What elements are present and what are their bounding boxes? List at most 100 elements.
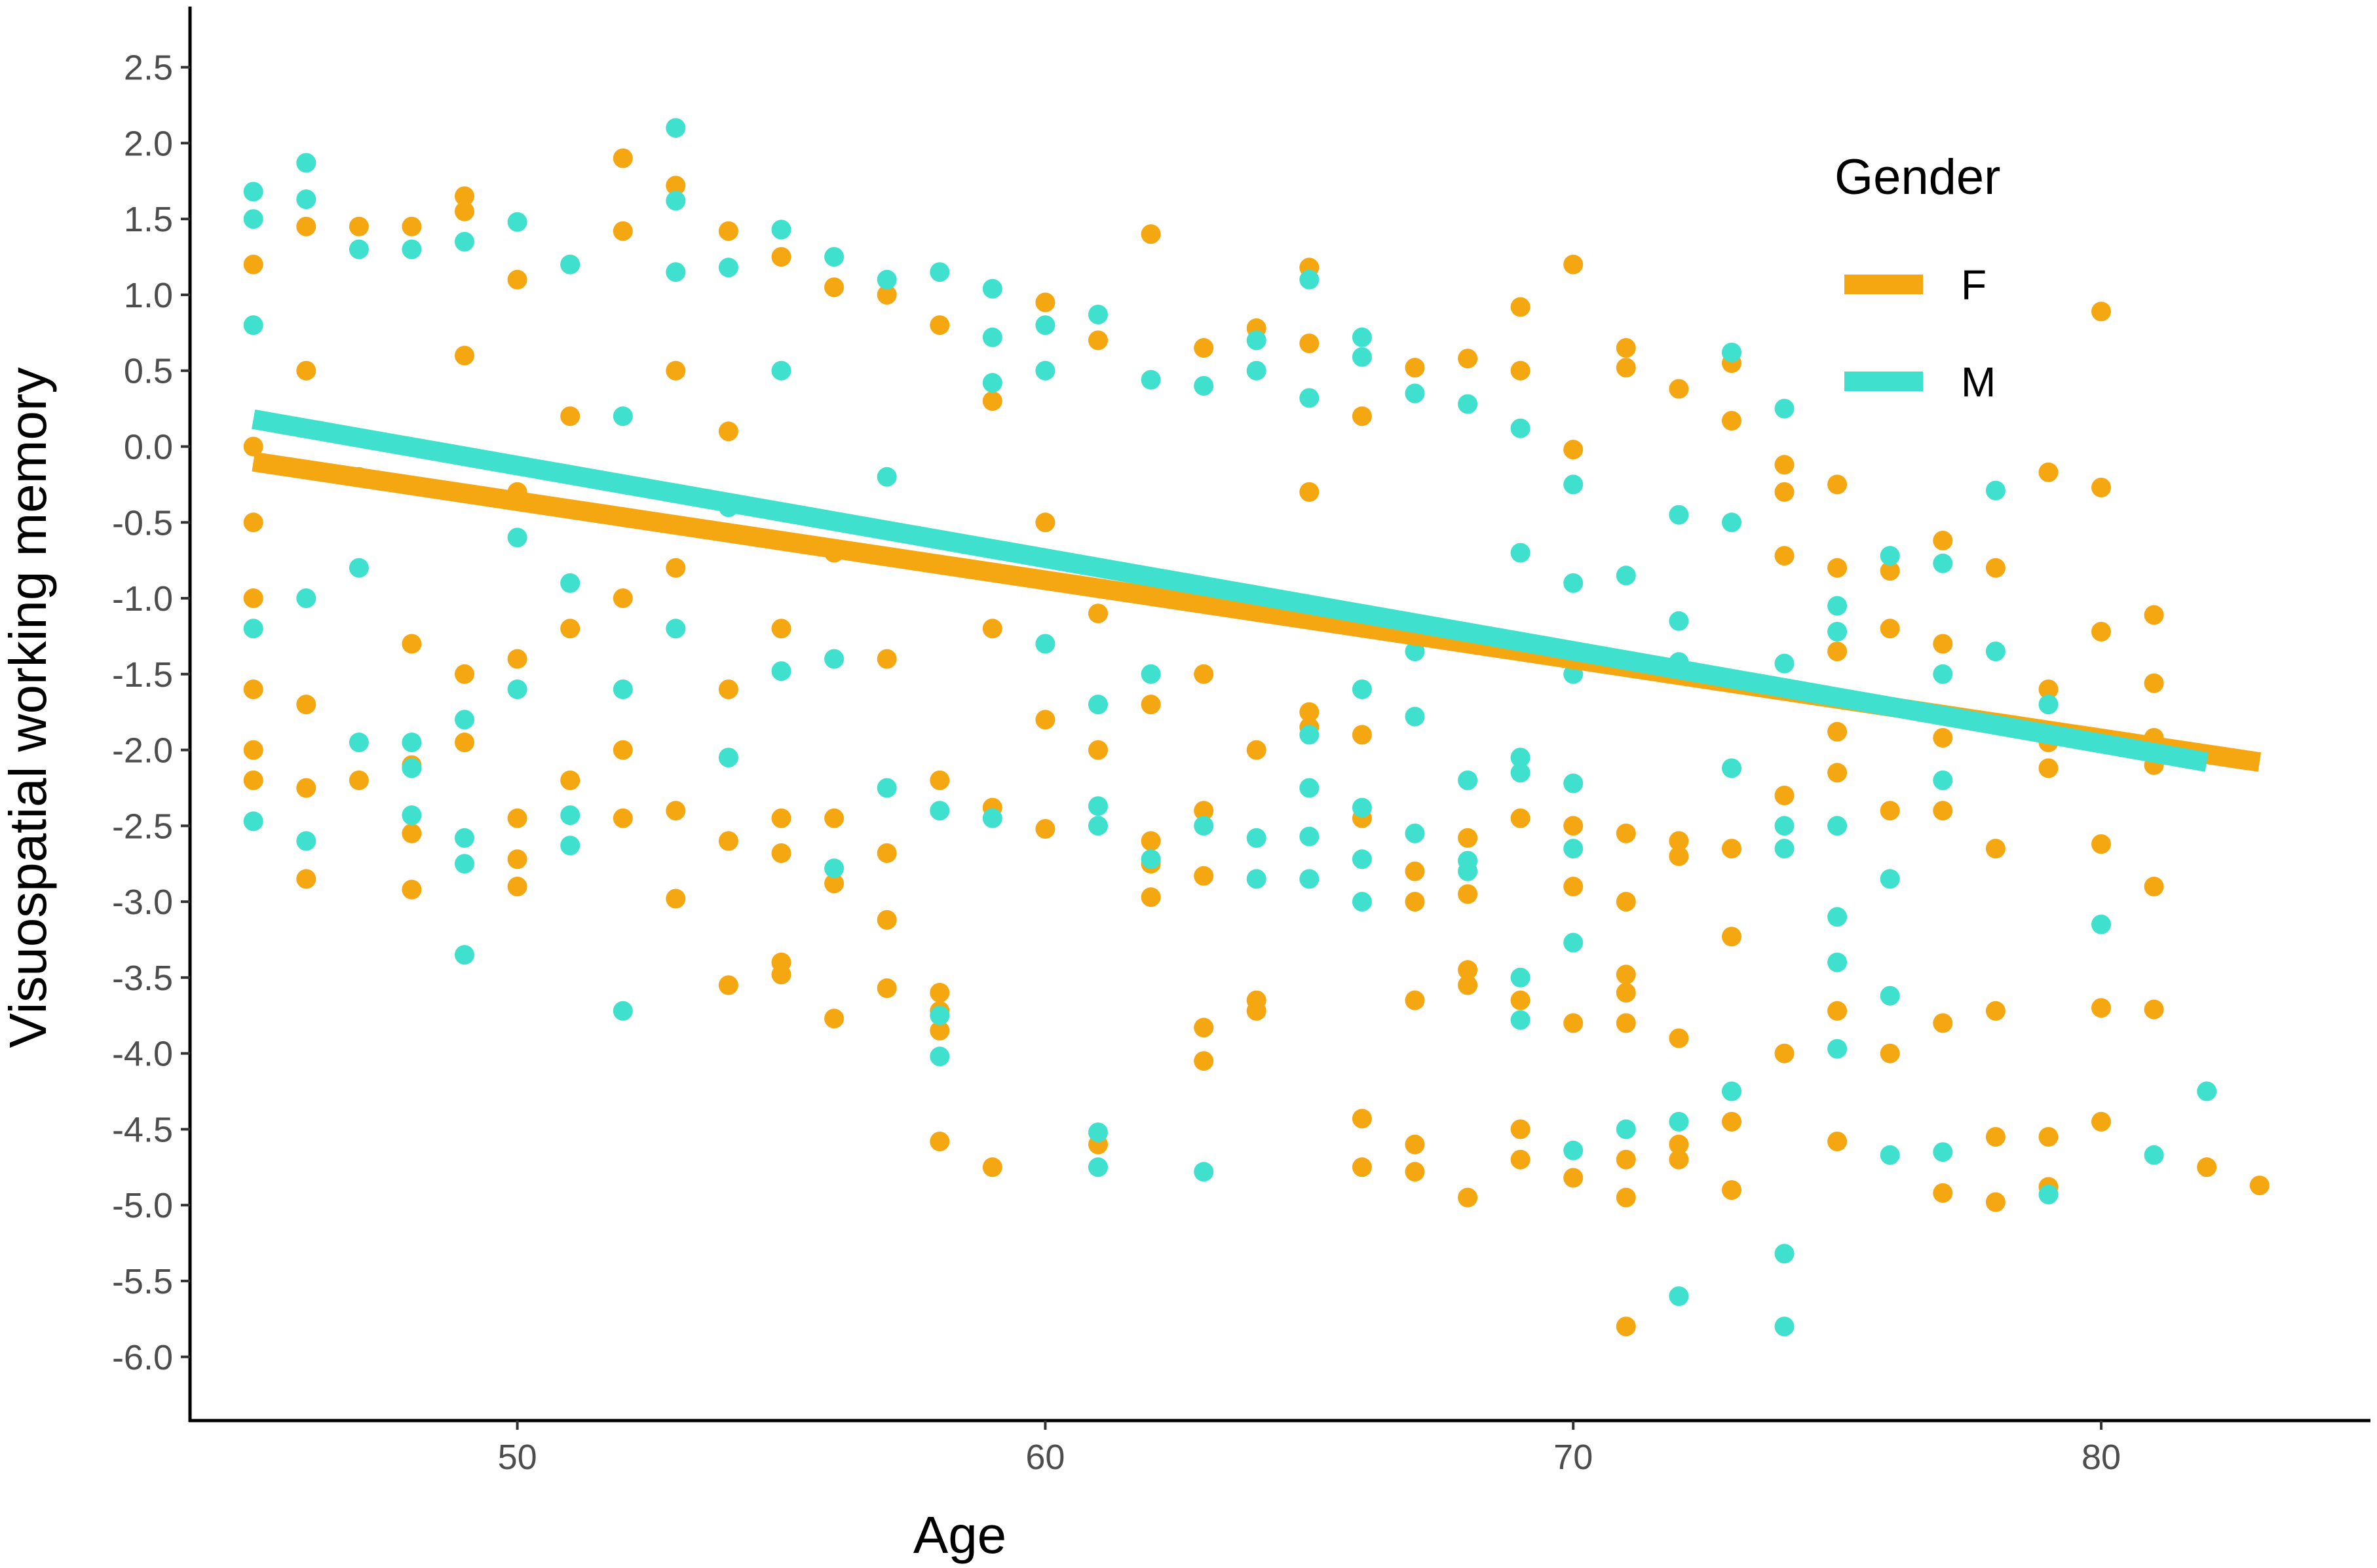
- point-f-37: [613, 808, 633, 828]
- point-m-12: [402, 239, 422, 259]
- point-f-196: [2144, 673, 2164, 693]
- point-f-116: [1458, 349, 1478, 369]
- point-f-127: [1510, 1149, 1531, 1170]
- point-m-48: [930, 1005, 950, 1025]
- point-f-44: [666, 360, 686, 381]
- point-f-35: [613, 148, 633, 168]
- point-m-20: [455, 710, 474, 730]
- point-m-49: [930, 1046, 950, 1067]
- point-m-135: [1933, 553, 1953, 573]
- point-f-117: [1458, 828, 1478, 848]
- point-f-2: [243, 679, 263, 699]
- point-f-53: [771, 843, 791, 863]
- point-m-15: [402, 805, 422, 826]
- y-tick-label: 1.0: [124, 276, 173, 315]
- points-layer: [243, 118, 2270, 1337]
- point-m-122: [1774, 839, 1795, 859]
- point-m-67: [1194, 375, 1214, 396]
- point-f-144: [1669, 379, 1689, 399]
- point-m-100: [1563, 474, 1584, 495]
- point-f-106: [1352, 1109, 1372, 1129]
- point-f-110: [1405, 358, 1425, 378]
- point-m-134: [1880, 1145, 1900, 1165]
- point-m-59: [1088, 796, 1108, 816]
- point-f-175: [1933, 801, 1953, 821]
- point-m-120: [1774, 653, 1795, 674]
- point-f-192: [2091, 834, 2111, 854]
- point-f-171: [1880, 1043, 1900, 1063]
- point-m-56: [1035, 360, 1055, 381]
- y-tick-label: 0.5: [124, 352, 173, 391]
- point-m-43: [824, 649, 845, 669]
- axes-layer: 2.5 2.0 1.5 1.0 0.5 0.0 -0.5 -1.0 -1.5 -2.0 -2.5 -3…: [112, 7, 2370, 1477]
- fit-line-m: [252, 410, 2209, 772]
- point-m-98: [1510, 967, 1531, 987]
- point-m-64: [1141, 370, 1161, 390]
- point-m-91: [1458, 770, 1478, 790]
- point-f-161: [1827, 474, 1848, 495]
- point-m-109: [1669, 505, 1689, 525]
- point-m-140: [1985, 641, 2006, 662]
- point-f-48: [718, 679, 738, 699]
- point-f-154: [1722, 1111, 1741, 1132]
- x-tick-label: 70: [1553, 1438, 1593, 1477]
- point-m-53: [982, 373, 1002, 393]
- point-m-93: [1458, 861, 1478, 881]
- point-m-47: [930, 262, 950, 282]
- y-tick-label: 2.5: [124, 48, 173, 88]
- point-m-58: [1088, 305, 1108, 324]
- point-f-40: [666, 176, 686, 196]
- point-m-127: [1827, 816, 1848, 836]
- y-tick-label: -1.0: [112, 579, 173, 619]
- point-f-151: [1722, 411, 1741, 431]
- point-f-176: [1933, 1013, 1953, 1033]
- legend-key-point-m: [1874, 372, 1893, 391]
- point-f-76: [1035, 292, 1055, 313]
- point-m-95: [1510, 543, 1531, 563]
- point-f-1: [243, 588, 263, 608]
- point-f-182: [1985, 1192, 2006, 1212]
- point-f-124: [1510, 808, 1531, 828]
- point-m-5: [296, 153, 316, 173]
- point-m-106: [1563, 1140, 1584, 1160]
- point-f-118: [1458, 884, 1478, 904]
- point-f-43: [666, 558, 686, 578]
- legend-key-point-f: [1874, 275, 1893, 294]
- point-m-84: [1352, 892, 1372, 912]
- point-m-77: [1299, 826, 1320, 847]
- point-f-173: [1933, 634, 1953, 654]
- point-f-55: [771, 619, 791, 639]
- y-tick-label: 0.0: [124, 427, 173, 467]
- point-f-97: [1246, 1001, 1266, 1021]
- point-f-189: [2091, 301, 2111, 322]
- point-f-147: [1669, 1028, 1689, 1048]
- point-m-36: [718, 748, 738, 768]
- point-f-22: [455, 733, 474, 752]
- point-f-172: [1933, 531, 1953, 550]
- point-m-34: [666, 619, 686, 639]
- point-f-167: [1827, 1132, 1848, 1151]
- point-m-131: [1880, 546, 1900, 566]
- point-f-136: [1616, 823, 1636, 843]
- point-f-102: [1299, 702, 1320, 722]
- point-f-194: [2091, 1111, 2111, 1132]
- point-f-21: [455, 201, 474, 221]
- point-m-107: [1616, 565, 1636, 586]
- point-f-170: [1880, 801, 1900, 821]
- point-m-69: [1194, 816, 1214, 836]
- point-m-85: [1352, 679, 1372, 699]
- x-tick-label: 60: [1025, 1438, 1065, 1477]
- point-f-113: [1405, 990, 1425, 1010]
- point-f-148: [1669, 1134, 1689, 1155]
- point-f-3: [243, 740, 263, 760]
- point-f-200: [2144, 999, 2164, 1020]
- point-f-139: [1616, 983, 1636, 1003]
- point-m-0: [243, 182, 263, 202]
- point-m-6: [296, 189, 316, 210]
- point-f-66: [930, 315, 950, 335]
- point-f-111: [1405, 861, 1425, 881]
- point-f-174: [1933, 728, 1953, 748]
- point-m-110: [1669, 611, 1689, 631]
- point-f-11: [296, 695, 316, 715]
- point-m-113: [1669, 1286, 1689, 1307]
